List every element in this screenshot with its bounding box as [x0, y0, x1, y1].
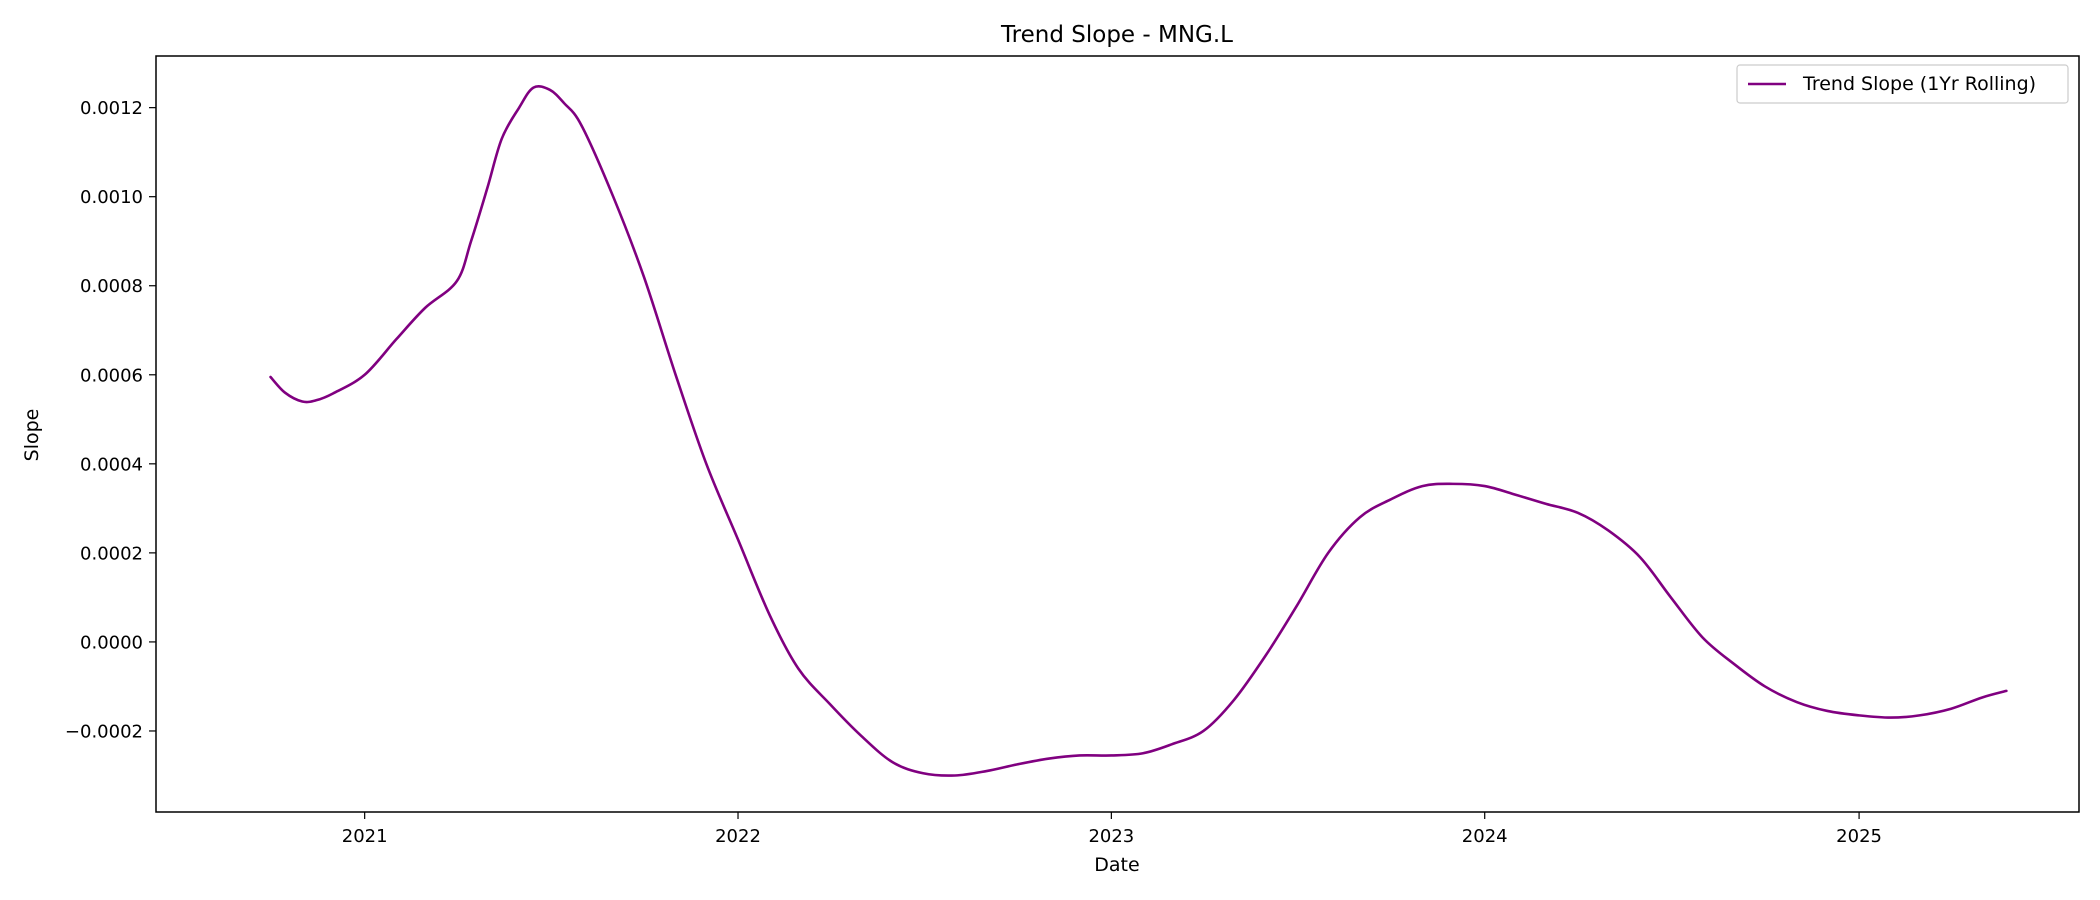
x-tick-label: 2024	[1462, 826, 1508, 847]
legend-label: Trend Slope (1Yr Rolling)	[1802, 73, 2036, 95]
y-tick-label: 0.0000	[80, 632, 143, 653]
y-axis: −0.0002 0.0000 0.0002 0.0004 0.0006 0.0008 0.0…	[65, 98, 156, 742]
x-tick-label: 2021	[342, 826, 388, 847]
legend: Trend Slope (1Yr Rolling)	[1736, 64, 2069, 104]
x-axis-label: Date	[1094, 854, 1139, 876]
series-line-trend-slope	[269, 85, 2008, 777]
chart-title: Trend Slope - MNG.L	[1000, 22, 1233, 48]
y-tick-label: 0.0008	[80, 276, 143, 297]
plot-frame	[155, 55, 2080, 813]
y-tick-label: 0.0004	[80, 454, 143, 475]
x-tick-label: 2025	[1836, 826, 1882, 847]
plot-area: −0.0002 0.0000 0.0002 0.0004 0.0006 0.0008 0.0…	[65, 55, 2080, 847]
x-tick-label: 2022	[715, 826, 761, 847]
y-tick-label: −0.0002	[65, 721, 143, 742]
x-tick-label: 2023	[1088, 826, 1134, 847]
y-tick-label: 0.0002	[80, 543, 143, 564]
legend-box	[1736, 64, 2069, 104]
y-axis-label: Slope	[21, 409, 43, 462]
y-tick-label: 0.0006	[80, 365, 143, 386]
x-axis: 2021 2022 2023 2024 2025	[342, 812, 1882, 847]
y-tick-label: 0.0012	[80, 98, 143, 119]
y-tick-label: 0.0010	[80, 187, 143, 208]
